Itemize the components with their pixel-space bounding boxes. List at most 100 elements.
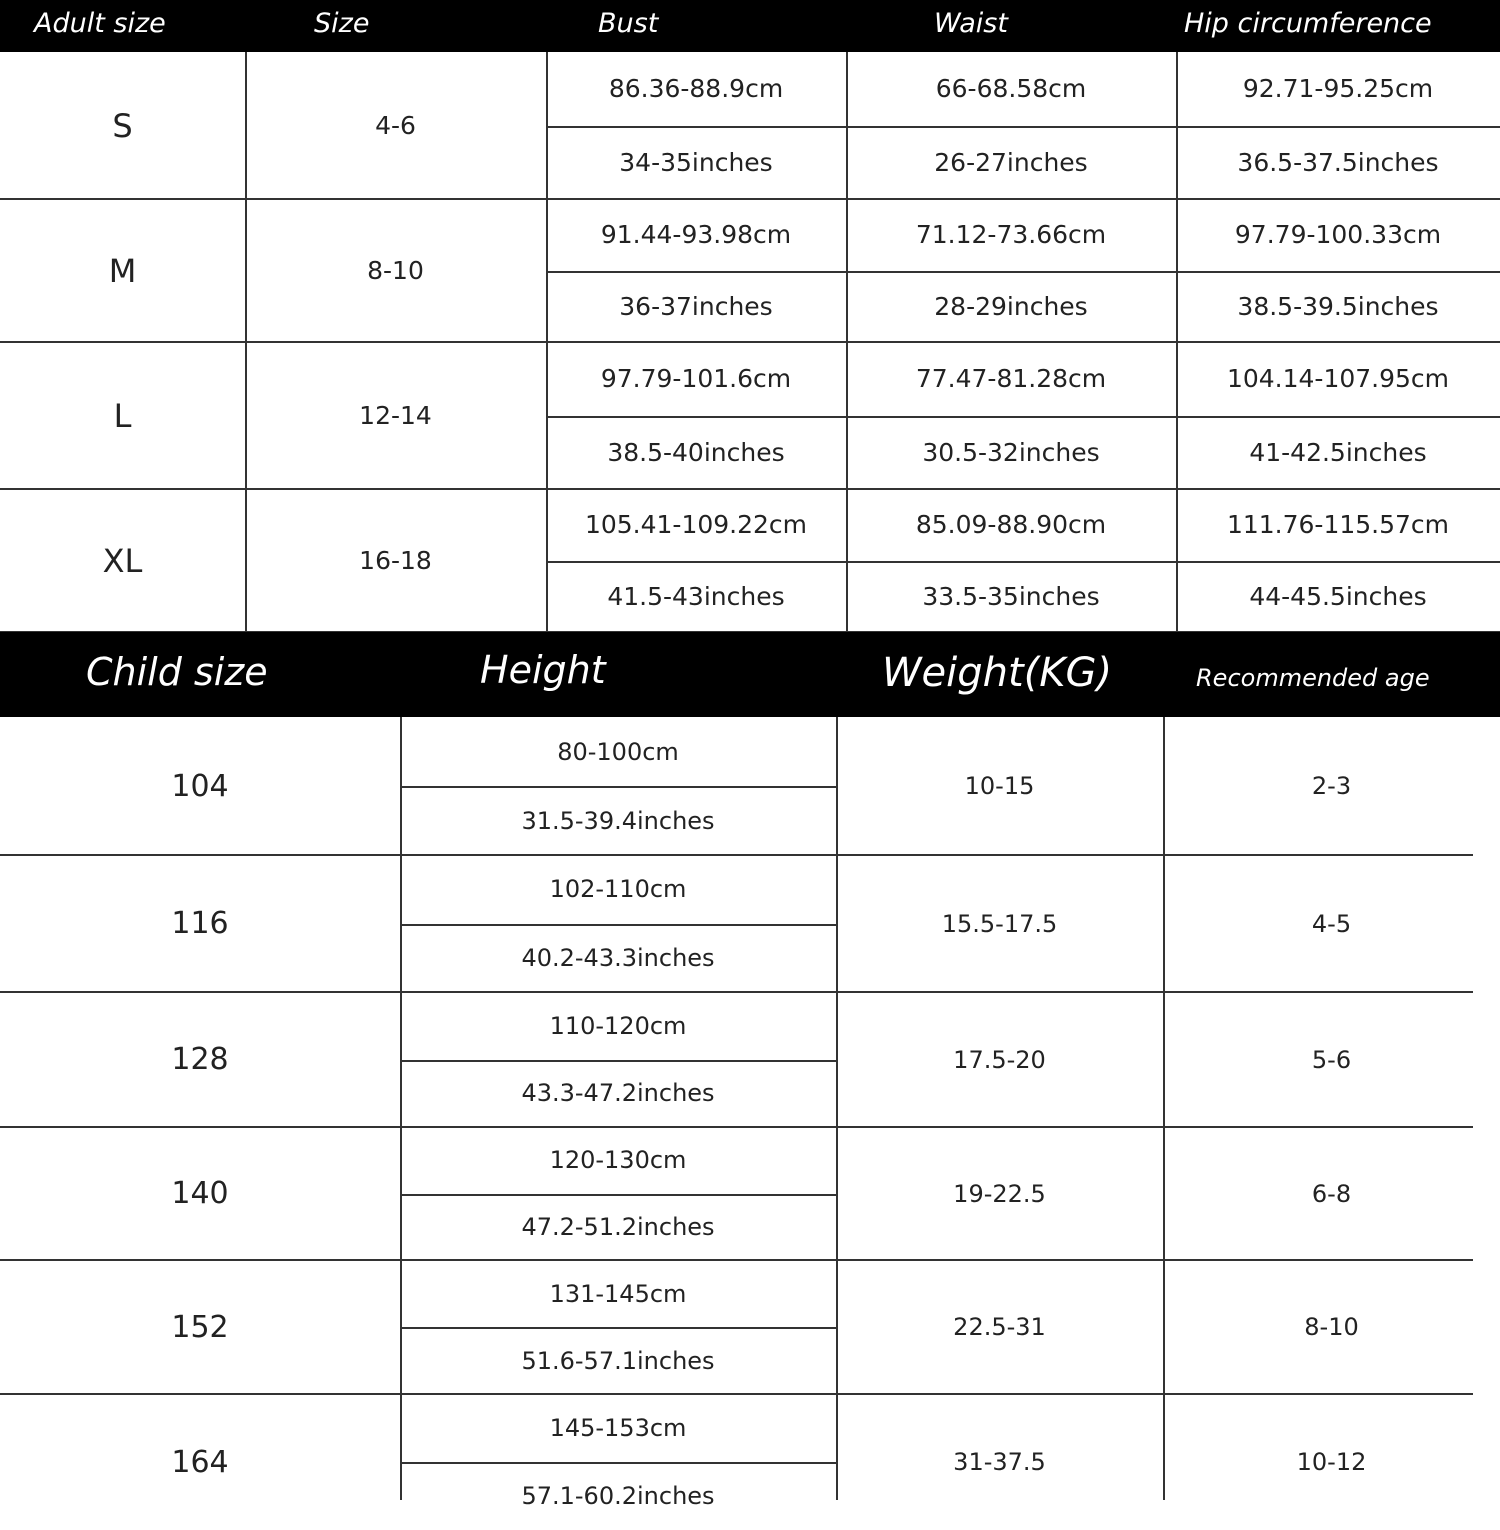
age-cell: 6-8 bbox=[1311, 1179, 1352, 1208]
table-divider bbox=[400, 1059, 836, 1062]
table-divider bbox=[400, 923, 836, 926]
table-divider bbox=[1176, 560, 1500, 563]
table-divider bbox=[400, 717, 402, 1500]
age-cell: 4-5 bbox=[1311, 909, 1352, 938]
table-divider bbox=[846, 560, 1176, 563]
column-header: Size bbox=[314, 8, 370, 39]
adult-table-header: Adult size Size Bust Waist Hip circumference bbox=[0, 0, 1500, 52]
column-header: Adult size bbox=[34, 8, 166, 39]
height-inches-cell: 31.5-39.4inches bbox=[521, 806, 715, 835]
table-divider bbox=[0, 991, 1473, 993]
waist-cm-cell: 77.47-81.28cm bbox=[915, 364, 1107, 394]
adult-size-cell: M bbox=[108, 251, 137, 290]
bust-inches-cell: 41.5-43inches bbox=[607, 581, 785, 611]
table-divider bbox=[0, 1393, 1473, 1395]
hip-cm-cell: 92.71-95.25cm bbox=[1242, 74, 1434, 104]
bust-inches-cell: 36-37inches bbox=[619, 291, 773, 321]
table-divider bbox=[400, 1327, 836, 1329]
column-header: Child size bbox=[86, 650, 268, 694]
child-size-cell: 140 bbox=[171, 1176, 229, 1211]
age-cell: 5-6 bbox=[1311, 1045, 1352, 1074]
waist-cm-cell: 85.09-88.90cm bbox=[915, 510, 1107, 540]
height-cm-cell: 110-120cm bbox=[549, 1011, 687, 1040]
height-inches-cell: 47.2-51.2inches bbox=[521, 1212, 715, 1241]
table-divider bbox=[245, 52, 247, 632]
table-divider bbox=[0, 198, 1500, 200]
hip-inches-cell: 38.5-39.5inches bbox=[1237, 291, 1439, 321]
age-cell: 10-12 bbox=[1296, 1448, 1367, 1476]
table-divider bbox=[546, 415, 846, 418]
child-size-cell: 116 bbox=[171, 906, 229, 941]
table-divider bbox=[1176, 52, 1178, 632]
table-divider bbox=[0, 488, 1500, 490]
table-divider bbox=[546, 270, 846, 273]
hip-inches-cell: 36.5-37.5inches bbox=[1237, 147, 1439, 177]
us-size-cell: 16-18 bbox=[359, 546, 432, 575]
bust-cm-cell: 86.36-88.9cm bbox=[608, 74, 784, 104]
height-cm-cell: 120-130cm bbox=[549, 1146, 687, 1175]
age-cell: 8-10 bbox=[1304, 1313, 1359, 1341]
weight-cell: 10-15 bbox=[964, 772, 1035, 800]
height-cm-cell: 145-153cm bbox=[549, 1414, 687, 1442]
height-cm-cell: 80-100cm bbox=[557, 737, 679, 766]
us-size-cell: 12-14 bbox=[359, 401, 432, 430]
weight-cell: 22.5-31 bbox=[953, 1313, 1046, 1341]
child-size-cell: 128 bbox=[171, 1042, 229, 1077]
table-divider bbox=[846, 270, 1176, 273]
child-size-cell: 152 bbox=[171, 1309, 229, 1345]
column-header: Recommended age bbox=[1196, 664, 1430, 692]
hip-cm-cell: 97.79-100.33cm bbox=[1234, 220, 1442, 250]
table-divider bbox=[400, 1193, 836, 1196]
bust-cm-cell: 105.41-109.22cm bbox=[584, 510, 808, 540]
bust-cm-cell: 91.44-93.98cm bbox=[600, 220, 792, 250]
weight-cell: 31-37.5 bbox=[953, 1448, 1046, 1476]
hip-cm-cell: 111.76-115.57cm bbox=[1226, 510, 1450, 540]
table-divider bbox=[1176, 125, 1500, 128]
waist-inches-cell: 33.5-35inches bbox=[922, 581, 1100, 611]
table-divider bbox=[846, 125, 1176, 128]
us-size-cell: 4-6 bbox=[375, 111, 416, 140]
height-cm-cell: 102-110cm bbox=[549, 875, 687, 904]
table-divider bbox=[0, 1259, 1473, 1261]
table-divider bbox=[846, 52, 848, 632]
waist-inches-cell: 28-29inches bbox=[934, 291, 1088, 321]
column-header: Waist bbox=[934, 8, 1008, 39]
waist-inches-cell: 26-27inches bbox=[934, 147, 1088, 177]
height-cm-cell: 131-145cm bbox=[549, 1279, 687, 1308]
height-inches-cell: 43.3-47.2inches bbox=[521, 1079, 715, 1108]
column-header: Hip circumference bbox=[1184, 8, 1432, 39]
table-divider bbox=[1176, 415, 1500, 418]
height-inches-cell: 57.1-60.2inches bbox=[521, 1482, 715, 1510]
weight-cell: 19-22.5 bbox=[953, 1179, 1046, 1208]
adult-size-cell: S bbox=[112, 106, 133, 145]
table-divider bbox=[400, 786, 836, 788]
waist-inches-cell: 30.5-32inches bbox=[922, 437, 1100, 467]
waist-cm-cell: 71.12-73.66cm bbox=[915, 220, 1107, 250]
table-divider bbox=[546, 52, 548, 632]
table-divider bbox=[836, 717, 838, 1500]
us-size-cell: 8-10 bbox=[367, 256, 424, 285]
adult-size-cell: XL bbox=[102, 541, 143, 580]
hip-cm-cell: 104.14-107.95cm bbox=[1226, 364, 1450, 394]
bust-cm-cell: 97.79-101.6cm bbox=[600, 364, 792, 394]
table-divider bbox=[1176, 270, 1500, 273]
height-inches-cell: 51.6-57.1inches bbox=[521, 1346, 715, 1375]
table-divider bbox=[0, 1126, 1473, 1128]
waist-cm-cell: 66-68.58cm bbox=[935, 74, 1087, 104]
table-divider bbox=[400, 1462, 836, 1464]
hip-inches-cell: 41-42.5inches bbox=[1249, 437, 1427, 467]
table-divider bbox=[546, 125, 846, 128]
table-divider bbox=[546, 560, 846, 563]
table-divider bbox=[1163, 717, 1165, 1500]
weight-cell: 17.5-20 bbox=[953, 1045, 1046, 1074]
adult-size-cell: L bbox=[113, 396, 132, 435]
child-table-header: Child size Height Weight(KG) Recommended ag… bbox=[0, 632, 1500, 717]
table-divider bbox=[0, 341, 1500, 343]
table-divider bbox=[846, 415, 1176, 418]
bust-inches-cell: 38.5-40inches bbox=[607, 437, 785, 467]
column-header: Bust bbox=[598, 8, 659, 39]
height-inches-cell: 40.2-43.3inches bbox=[521, 943, 715, 972]
weight-cell: 15.5-17.5 bbox=[941, 909, 1058, 938]
table-divider bbox=[0, 854, 1473, 856]
column-header: Weight(KG) bbox=[882, 650, 1113, 696]
